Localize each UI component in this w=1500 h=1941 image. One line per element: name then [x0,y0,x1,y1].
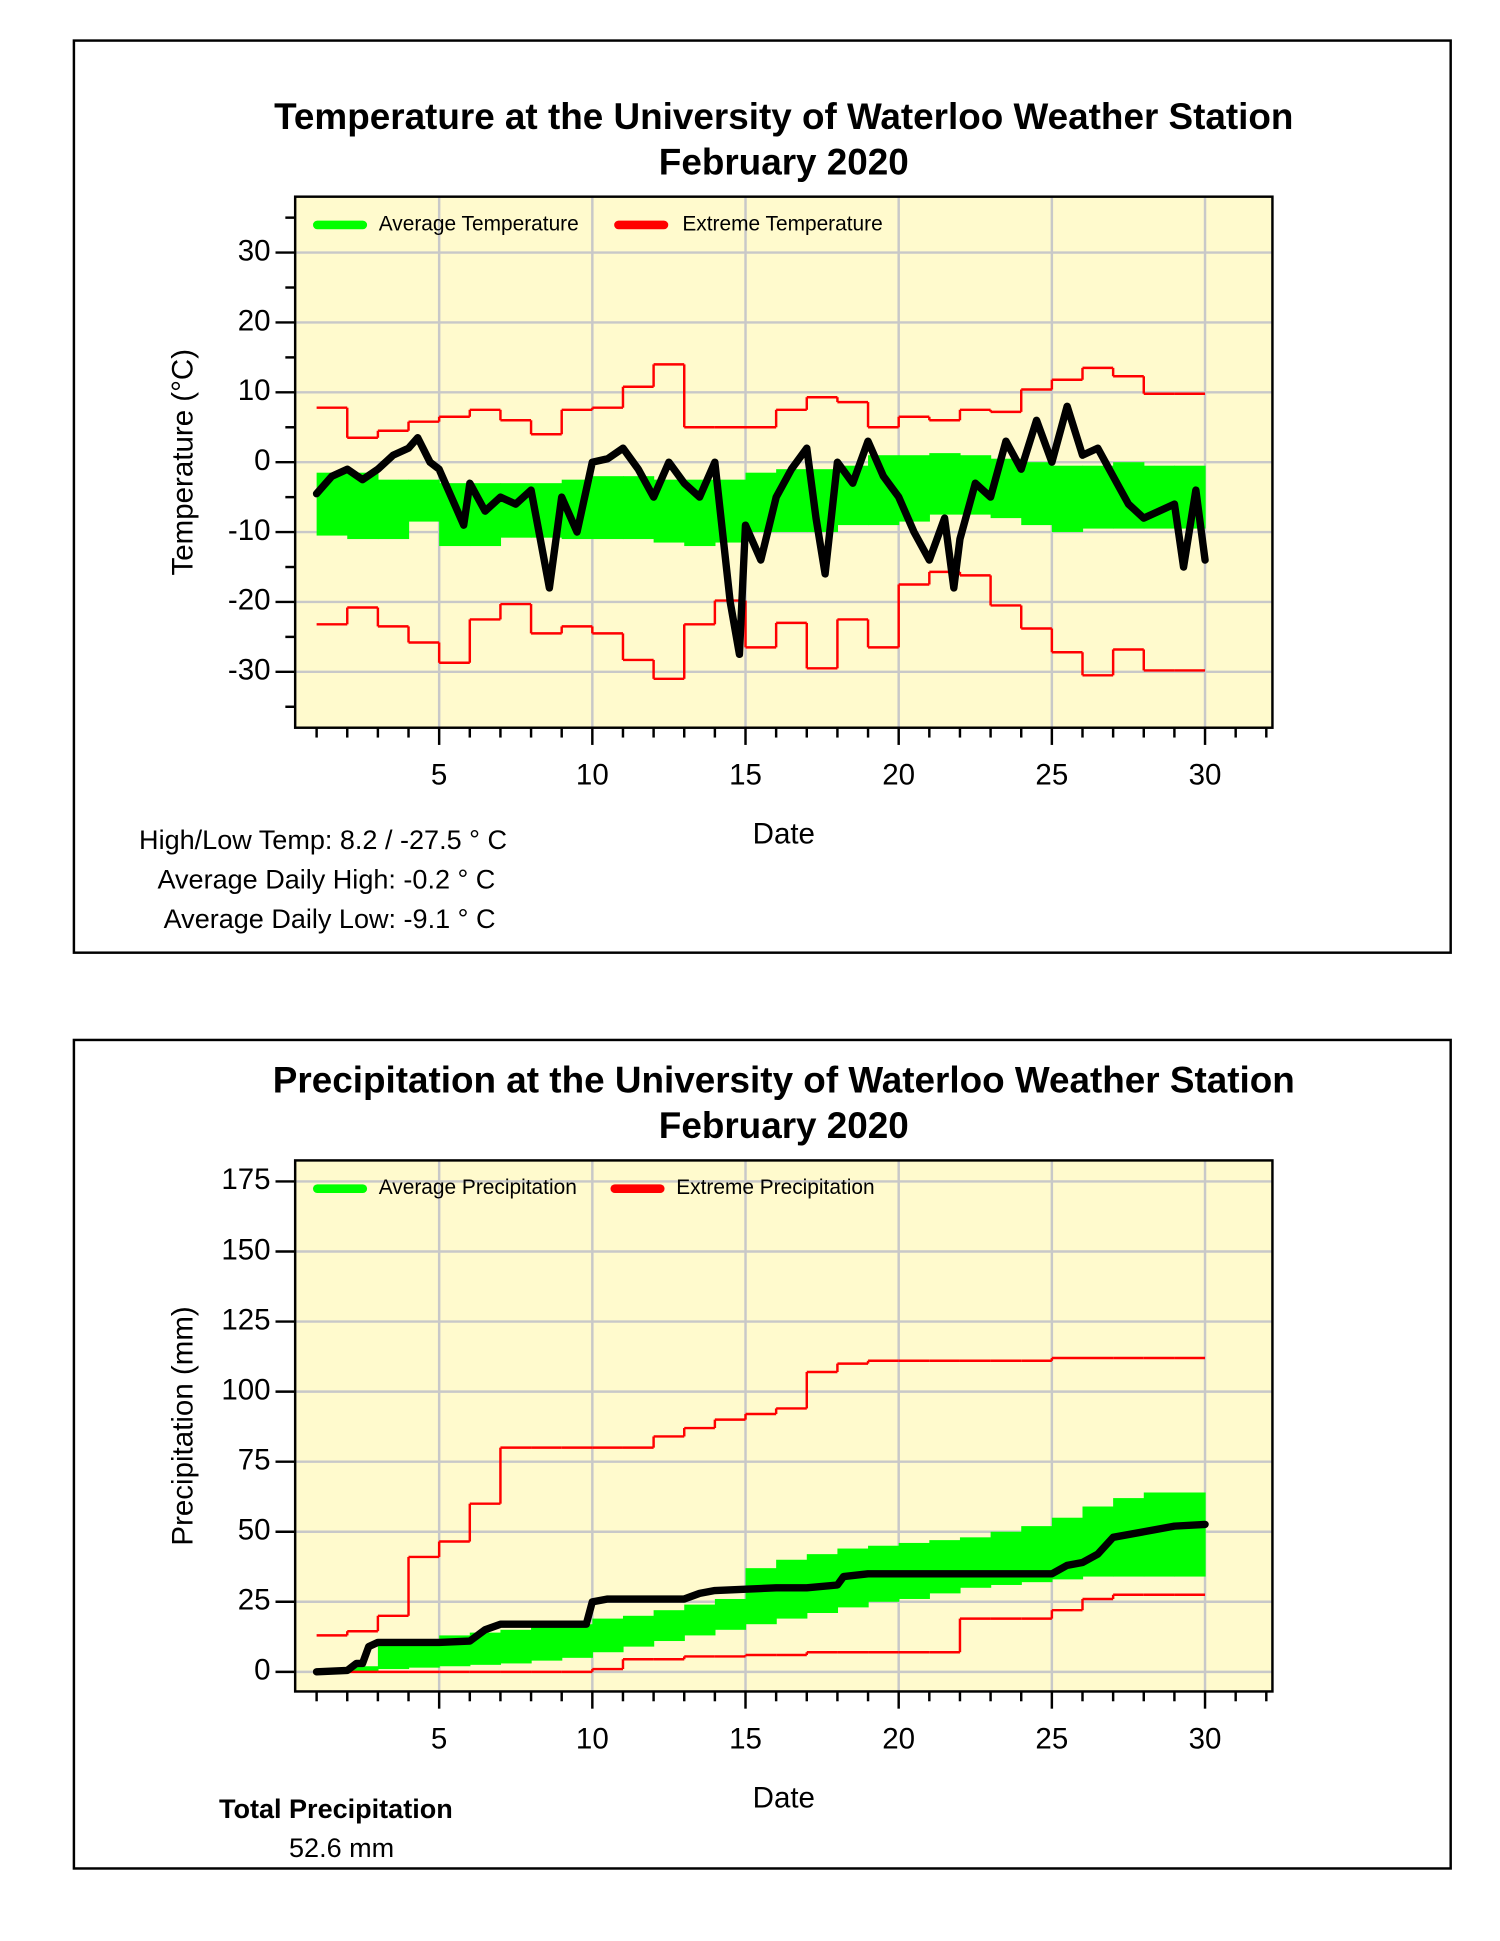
x-tick-label: 25 [1035,759,1068,792]
band-segment [745,1568,777,1625]
y-tick-label: 175 [221,1163,270,1196]
y-tick-label: 25 [238,1584,271,1617]
band-segment [776,469,808,533]
band-segment [929,453,961,515]
x-tick-label: 20 [882,759,915,792]
y-tick-label: 0 [254,1654,270,1687]
summary-note: Average Daily Low: -9.1 ° C [164,904,496,934]
band-segment [1082,465,1114,529]
band-segment [1174,1492,1206,1577]
band-segment [347,472,379,540]
band-segment [500,1629,532,1664]
x-tick-label: 30 [1189,1722,1222,1755]
x-tick-label: 5 [431,759,447,792]
summary-note: Average Daily High: -0.2 ° C [157,865,495,895]
y-tick-label: 100 [221,1373,270,1406]
chart-subtitle: February 2020 [659,141,909,182]
band-segment [1051,465,1084,533]
legend-label: Average Temperature [379,212,579,235]
y-axis-label: Precipitation (mm) [166,1306,199,1545]
legend-label: Extreme Temperature [682,212,882,235]
y-tick-label: 20 [238,304,271,337]
y-tick-label: -10 [228,514,271,547]
x-tick-label: 30 [1189,759,1222,792]
y-tick-label: -30 [228,654,271,687]
band-segment [684,1604,716,1636]
x-tick-label: 20 [882,1722,915,1755]
band-segment [377,479,410,540]
plot-frame [293,1159,1274,1693]
band-segment [929,1540,961,1594]
x-tick-label: 10 [576,759,609,792]
x-tick-label: 15 [729,759,762,792]
x-axis-label: Date [753,1781,815,1814]
band-segment [592,476,624,540]
x-tick-label: 10 [576,1722,609,1755]
summary-note: Total Precipitation [219,1794,453,1824]
band-segment [316,472,348,536]
band-segment [959,1537,992,1588]
band-segment [347,1666,379,1672]
chart-panel: Temperature at the University of Waterlo… [72,39,1452,954]
chart-subtitle: February 2020 [659,1105,909,1146]
x-tick-label: 5 [431,1722,447,1755]
y-tick-label: 50 [238,1514,271,1547]
band-segment [653,1610,685,1642]
chart-title: Precipitation at the University of Water… [273,1060,1295,1101]
y-tick-label: 125 [221,1303,270,1336]
y-tick-label: 0 [254,444,270,477]
x-tick-label: 15 [729,1722,762,1755]
data-line [312,1520,1209,1676]
band-segment [1021,462,1053,526]
summary-note: 52.6 mm [289,1833,394,1863]
legend-label: Average Precipitation [379,1176,577,1199]
x-tick-label: 25 [1035,1722,1068,1755]
legend-label: Extreme Precipitation [676,1176,874,1199]
y-tick-label: -20 [228,584,271,617]
chart-panel: Precipitation at the University of Water… [72,1038,1452,1870]
y-tick-label: 10 [238,374,271,407]
band-segment [592,1618,624,1653]
band-segment [377,1643,410,1670]
chart-title: Temperature at the University of Waterlo… [274,96,1293,137]
band-segment [408,479,440,522]
band-segment [622,1615,655,1647]
data-line [312,402,1209,659]
y-tick-label: 75 [238,1443,271,1476]
band-segment [561,1624,593,1658]
y-tick-label: 30 [238,234,271,267]
y-axis-label: Temperature (°C) [166,349,199,576]
band-segment [714,1598,747,1630]
band-segment [531,1627,563,1661]
summary-note: High/Low Temp: 8.2 / -27.5 ° C [139,825,507,855]
y-tick-label: 150 [221,1233,270,1266]
x-axis-label: Date [753,818,815,851]
